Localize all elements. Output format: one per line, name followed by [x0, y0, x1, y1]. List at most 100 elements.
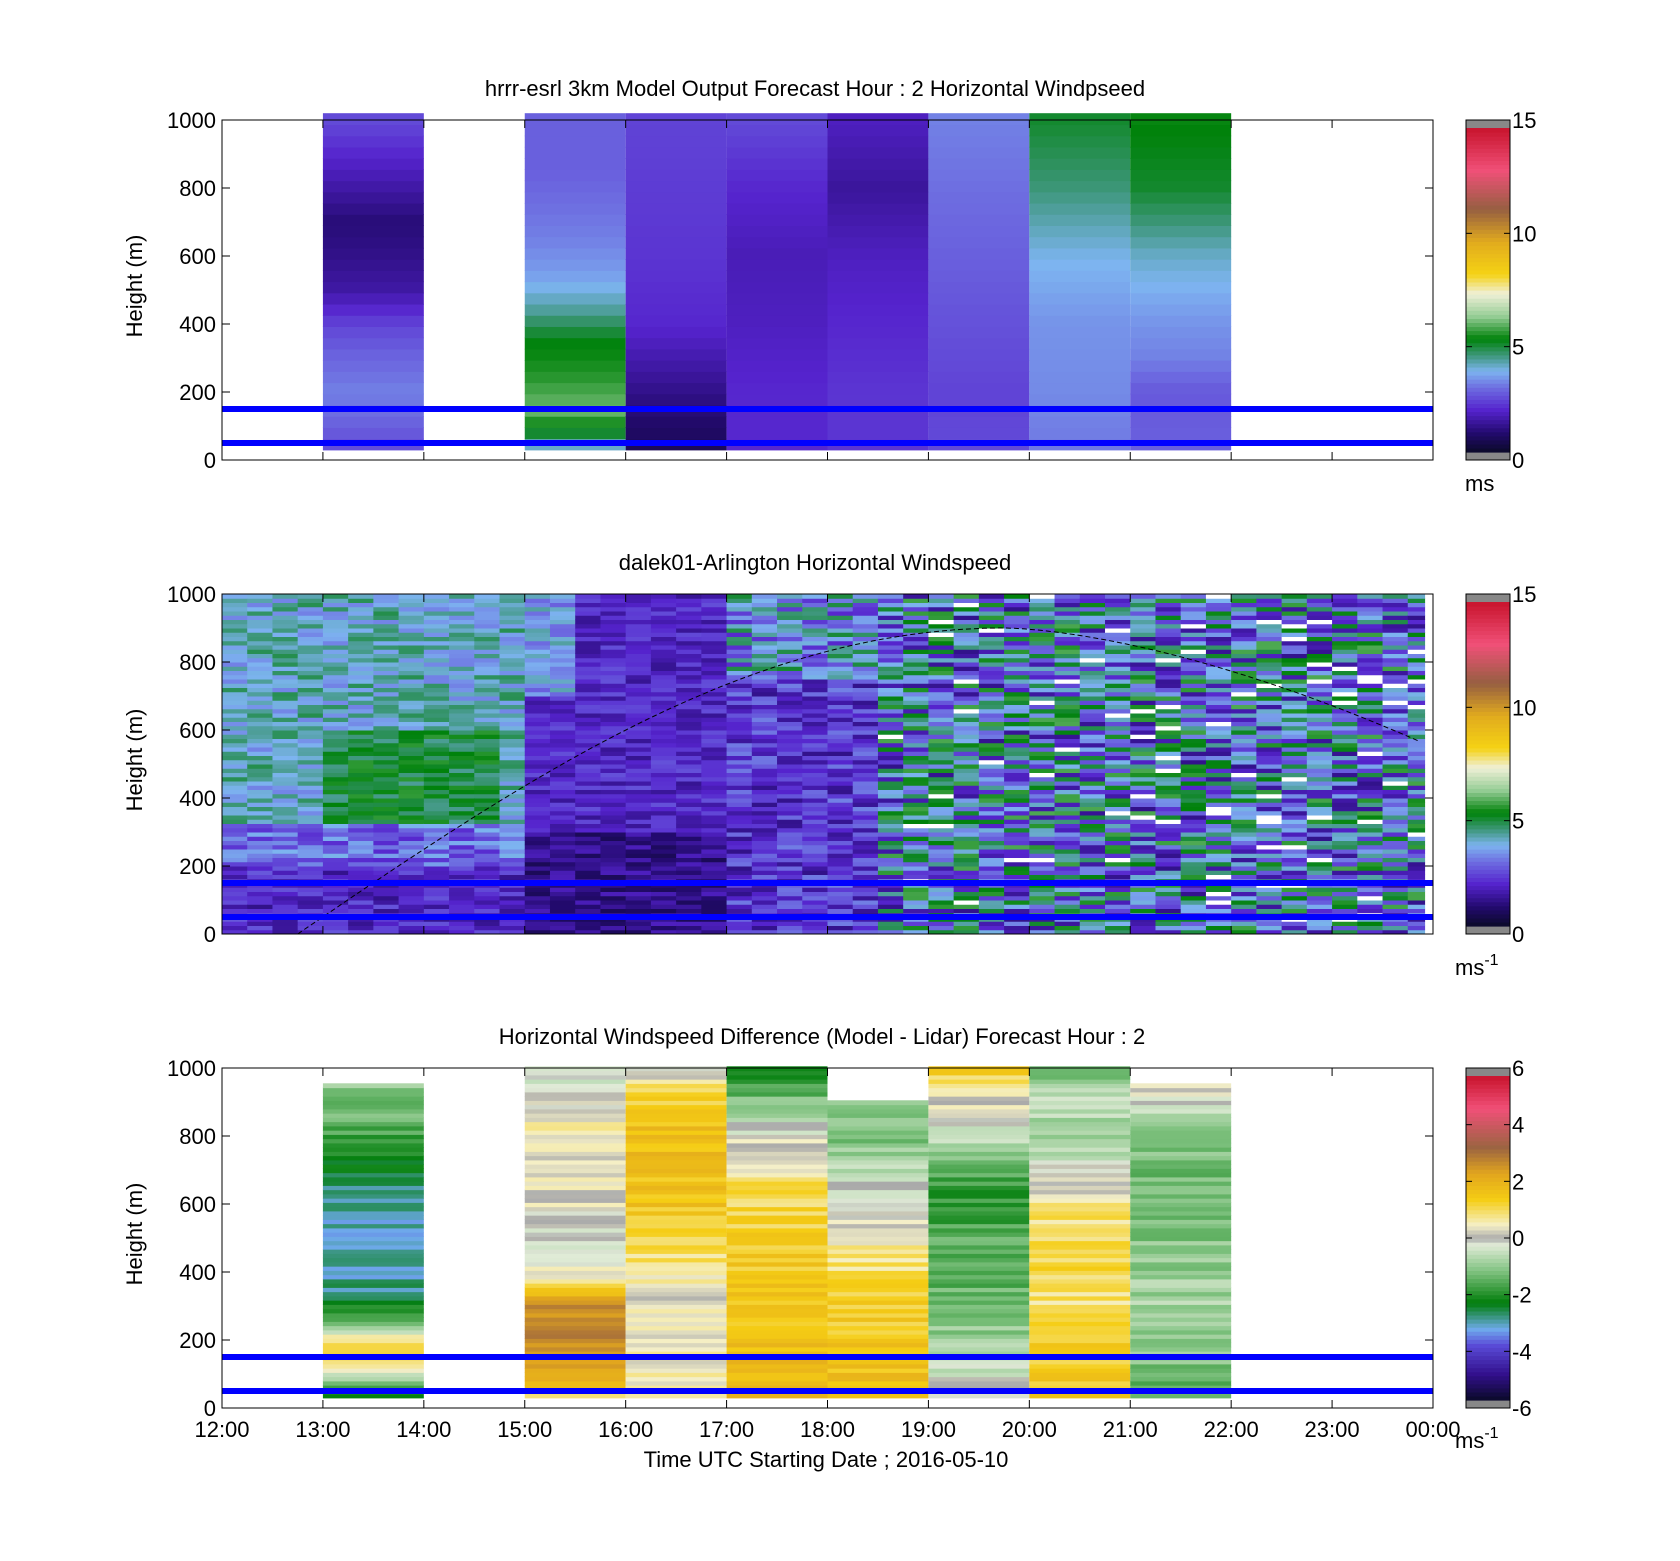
- panel-model-cell: [928, 382, 1030, 395]
- panel-lidar-cell: [549, 785, 576, 790]
- panel-lidar-cell: [1407, 632, 1426, 637]
- panel-lidar-cell: [650, 806, 677, 812]
- panel-lidar-cell: [600, 623, 627, 629]
- panel-lidar-cell: [1231, 598, 1257, 603]
- panel-lidar-cell: [1357, 798, 1384, 803]
- panel-diff-cell: [928, 1244, 1030, 1250]
- panel-diff-cell: [726, 1079, 828, 1084]
- panel-lidar-cell: [1281, 674, 1308, 680]
- panel-lidar-cell: [978, 887, 1005, 892]
- panel-lidar-cell: [1079, 730, 1106, 735]
- panel-lidar-cell: [701, 623, 728, 629]
- panel-lidar-cell: [297, 776, 324, 782]
- panel-lidar-cell: [1054, 619, 1081, 625]
- panel-lidar-cell: [1029, 874, 1056, 880]
- panel-lidar-cell: [373, 751, 400, 756]
- panel-lidar-cell: [827, 623, 854, 629]
- panel-lidar-cell: [272, 789, 299, 795]
- panel-lidar-cell: [549, 615, 576, 620]
- panel-lidar-cell: [348, 751, 374, 756]
- panel-diff-cell: [726, 1147, 828, 1152]
- panel-lidar-cell: [524, 683, 551, 688]
- panel-lidar-cell: [1357, 832, 1384, 837]
- colorbar-segment: [1466, 423, 1510, 429]
- panel-lidar-cell: [928, 806, 955, 812]
- panel-diff-cell: [928, 1074, 1030, 1080]
- panel-model-cell: [1029, 371, 1131, 384]
- panel-lidar-cell: [297, 640, 324, 646]
- panel-lidar-cell: [852, 721, 879, 727]
- panel-lidar-cell: [877, 895, 904, 901]
- panel-lidar-cell: [524, 793, 551, 799]
- panel-lidar-cell: [398, 738, 425, 744]
- panel-lidar-cell: [575, 870, 601, 875]
- panel-model-cell: [1029, 135, 1131, 148]
- panel-lidar-cell: [777, 738, 803, 744]
- panel-lidar-cell: [777, 640, 803, 646]
- panel-lidar-cell: [777, 802, 803, 807]
- panel-model-cell: [524, 348, 626, 361]
- panel-lidar-cell: [222, 874, 248, 880]
- panel-diff-cell: [928, 1164, 1030, 1169]
- panel-lidar-cell: [373, 602, 400, 608]
- panel-model-cell: [625, 427, 727, 440]
- panel-diff-cell: [726, 1087, 828, 1093]
- panel-lidar-cell: [449, 908, 475, 914]
- panel-lidar-cell: [650, 785, 677, 790]
- panel-lidar-cell: [575, 670, 601, 676]
- panel-lidar-cell: [1180, 904, 1207, 909]
- panel-lidar-cell: [903, 615, 929, 620]
- panel-diff-cell: [625, 1261, 727, 1267]
- panel-diff: Horizontal Windspeed Difference (Model -…: [122, 1024, 1532, 1453]
- panel-lidar-cell: [1382, 628, 1409, 633]
- panel-lidar-cell: [877, 674, 904, 680]
- panel-lidar-cell: [650, 895, 677, 901]
- panel-lidar-cell: [1306, 793, 1333, 799]
- panel-lidar-cell: [449, 657, 475, 663]
- panel-lidar-cell: [1205, 662, 1232, 667]
- panel-lidar-cell: [1155, 836, 1182, 841]
- panel-lidar-cell: [726, 662, 753, 667]
- panel-lidar-cell: [650, 598, 677, 603]
- panel-lidar-cell: [953, 904, 980, 909]
- panel-lidar-cell: [1205, 806, 1232, 812]
- panel-lidar-cell: [1130, 674, 1156, 680]
- panel-lidar-cell: [449, 738, 475, 744]
- panel-lidar-cell: [575, 742, 601, 748]
- panel-lidar-cell: [1382, 611, 1409, 616]
- panel-lidar-cell: [701, 730, 728, 735]
- panel-lidar-cell: [1382, 594, 1409, 599]
- panel-diff-cell: [726, 1185, 828, 1191]
- panel-lidar-cell: [499, 768, 526, 773]
- panel-lidar-cell: [297, 819, 324, 824]
- panel-lidar-cell: [297, 853, 324, 858]
- panel-lidar-cell: [1054, 823, 1081, 829]
- panel-lidar-cell: [1130, 670, 1156, 676]
- panel-diff-cell: [726, 1393, 828, 1399]
- panel-lidar-cell: [726, 810, 753, 816]
- panel-lidar-cell: [1130, 623, 1156, 629]
- panel-lidar-cell: [1054, 674, 1081, 680]
- panel-lidar-cell: [726, 594, 753, 599]
- panel-lidar-cell: [701, 662, 728, 667]
- panel-lidar-cell: [827, 738, 854, 744]
- panel-lidar-cell: [222, 717, 248, 722]
- panel-lidar-cell: [600, 666, 627, 671]
- panel-lidar-cell: [398, 793, 425, 799]
- panel-lidar-cell: [877, 866, 904, 871]
- panel-lidar-cell: [953, 929, 980, 935]
- panel-lidar-cell: [549, 717, 576, 722]
- panel-lidar-cell: [1054, 900, 1081, 905]
- panel-lidar-cell: [1306, 802, 1333, 807]
- panel-lidar-cell: [499, 776, 526, 782]
- colorbar-segment: [1466, 310, 1510, 315]
- panel-diff-cell: [827, 1168, 929, 1174]
- panel-lidar-cell: [827, 921, 854, 926]
- panel-lidar-cell: [1205, 623, 1232, 629]
- panel-diff-cell: [726, 1236, 828, 1242]
- panel-lidar-cell: [1029, 904, 1056, 909]
- panel-lidar-cell: [1357, 755, 1384, 761]
- panel-diff-cell: [524, 1215, 626, 1220]
- panel-lidar-cell: [701, 679, 728, 684]
- panel-lidar-cell: [1004, 602, 1030, 608]
